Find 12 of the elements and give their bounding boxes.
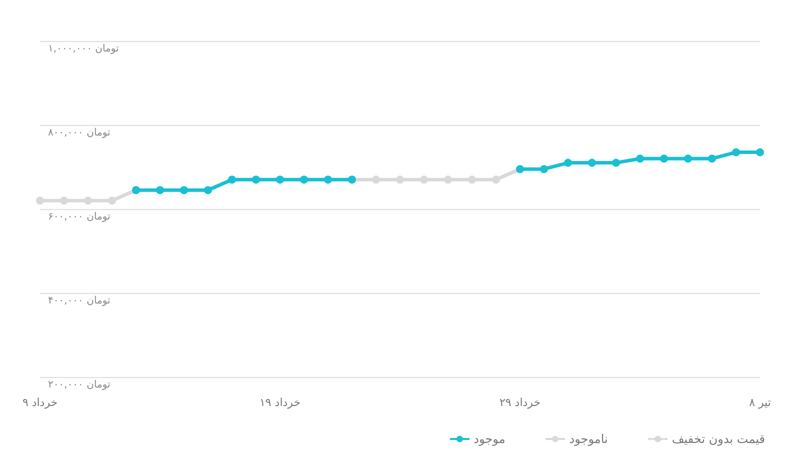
y-tick-label: ۴۰۰,۰۰۰ تومان — [48, 296, 111, 306]
legend-label: ناموجود — [569, 432, 608, 446]
legend-label: قیمت بدون تخفیف — [672, 432, 766, 446]
x-tick-label: ۱۹ خرداد — [259, 396, 301, 409]
legend-label: موجود — [474, 432, 506, 446]
y-tick-label: ۱,۰۰۰,۰۰۰ تومان — [48, 44, 120, 54]
y-tick-label: ۶۰۰,۰۰۰ تومان — [48, 212, 111, 222]
x-tick-label: ۲۹ خرداد — [499, 396, 541, 409]
x-tick-label: ۹ خرداد — [22, 396, 58, 409]
y-tick-label: ۲۰۰,۰۰۰ تومان — [48, 380, 111, 390]
y-tick-label: ۸۰۰,۰۰۰ تومان — [48, 128, 111, 138]
x-tick-label: ۸ تیر — [749, 396, 771, 409]
